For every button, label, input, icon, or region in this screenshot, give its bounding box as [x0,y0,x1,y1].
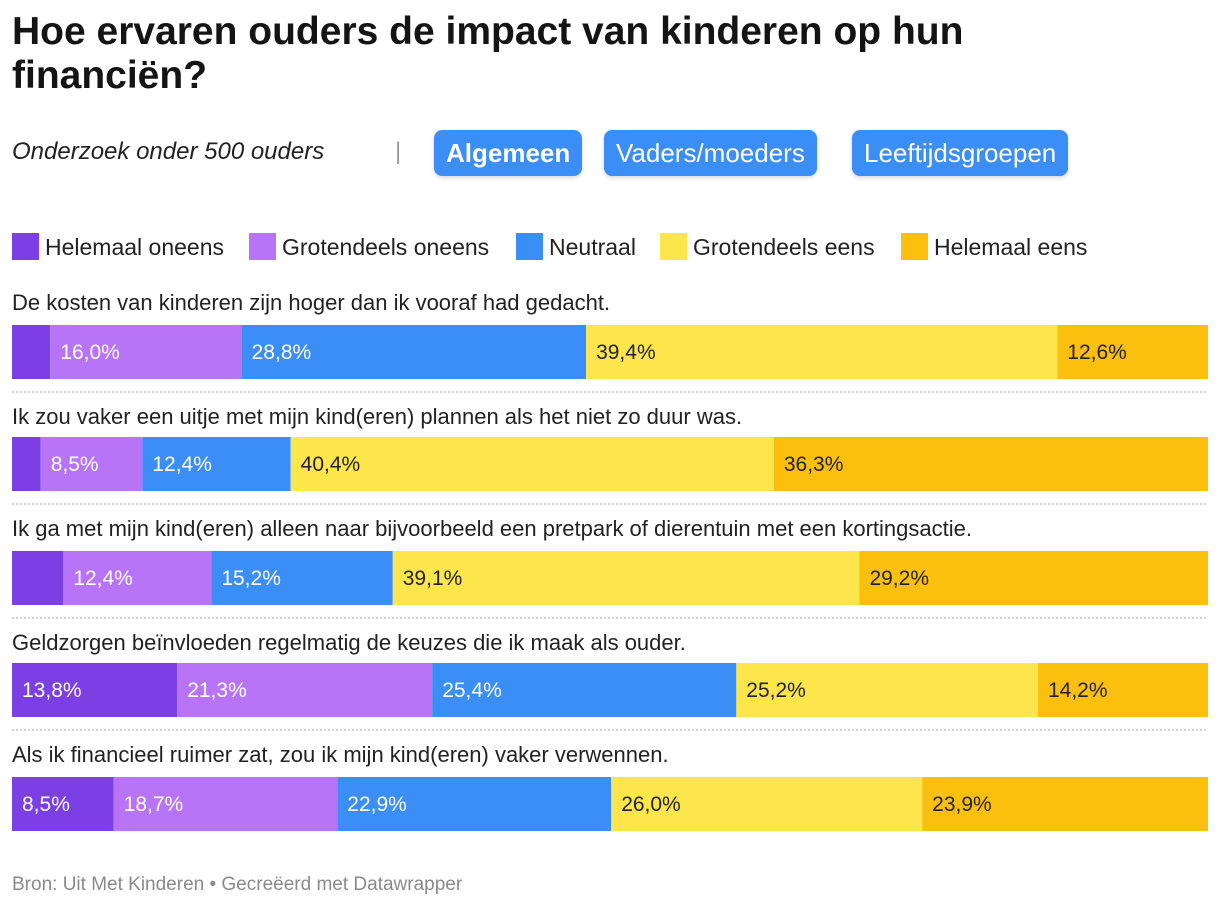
bar-segment-grotendeels-oneens [40,437,143,491]
source-footer: Bron: Uit Met Kinderen • Gecreëerd met D… [12,874,463,895]
data-label: 29,2% [869,567,929,590]
chart-title: Hoe ervaren ouders de impact van kindere… [12,10,964,97]
data-label: 12,6% [1067,341,1127,364]
data-label: 39,1% [403,567,463,590]
bar-segment-grotendeels-oneens [113,777,338,831]
question-label: Geldzorgen beïnvloeden regelmatig de keu… [12,630,686,655]
bar-segment-grotendeels-oneens [177,663,433,717]
data-label: 39,4% [596,341,656,364]
data-label: 26,0% [621,793,681,816]
question-label: Als ik financieel ruimer zat, zou ik mij… [12,742,669,767]
data-label: 22,9% [347,793,407,816]
bar-segment-helemaal-eens [1057,325,1208,379]
data-label: 12,4% [152,453,212,476]
question-label: De kosten van kinderen zijn hoger dan ik… [12,290,611,315]
subtitle-divider: | [395,138,402,165]
data-label: 18,7% [124,793,184,816]
legend-label: Neutraal [549,234,636,260]
legend-label: Grotendeels oneens [282,234,490,260]
legend-swatch [12,233,39,260]
bar-segment-grotendeels-eens [736,663,1038,717]
data-label: 25,2% [746,679,806,702]
bar-segment-grotendeels-eens [611,777,923,831]
bar-segment-neutraal [211,551,393,605]
bar-segment-grotendeels-eens [586,325,1058,379]
bar-segment-helemaal-oneens [12,325,51,379]
legend-label: Helemaal eens [934,234,1088,260]
data-label: 15,2% [221,567,281,590]
bar-segment-neutraal [241,325,587,379]
bar-segment-neutraal [337,777,612,831]
legend-swatch [901,233,928,260]
bar-segment-grotendeels-eens [290,437,774,491]
bar-segment-helemaal-eens [773,437,1208,491]
bar-segment-helemaal-eens [1037,663,1208,717]
bar-segment-helemaal-oneens [12,551,64,605]
data-label: 36,3% [784,453,844,476]
bar-segment-neutraal [142,437,291,491]
tab-algemeen[interactable]: Algemeen [434,130,583,176]
data-label: 21,3% [187,679,247,702]
question-label: Ik zou vaker een uitje met mijn kind(ere… [12,404,743,429]
bar-segment-helemaal-eens [922,777,1208,831]
legend-swatch [516,233,543,260]
bar-segment-grotendeels-oneens [50,325,242,379]
tab-leeftijdsgroepen[interactable]: Leeftijdsgroepen [852,130,1069,176]
data-label: 12,4% [73,567,133,590]
legend-label: Grotendeels eens [693,234,875,260]
legend-label: Helemaal oneens [45,234,225,260]
bar-segment-neutraal [432,663,737,717]
tab-vaders-moeders[interactable]: Vaders/moeders [604,130,817,176]
bar-segment-helemaal-oneens [12,777,114,831]
data-label: 14,2% [1048,679,1108,702]
data-label: 40,4% [301,453,361,476]
question-label: Ik ga met mijn kind(eren) alleen naar bi… [12,516,972,541]
data-label: 16,0% [60,341,120,364]
data-label: 8,5% [51,453,99,476]
bar-segment-grotendeels-eens [392,551,860,605]
legend-swatch [249,233,276,260]
data-label: 13,8% [22,679,82,702]
data-label: 23,9% [932,793,992,816]
bar-segment-grotendeels-oneens [63,551,212,605]
bar-segment-helemaal-eens [859,551,1208,605]
data-label: 28,8% [252,341,312,364]
data-label: 25,4% [442,679,502,702]
chart-subtitle: Onderzoek onder 500 ouders [12,138,325,165]
data-label: 8,5% [22,793,70,816]
bar-segment-helemaal-oneens [12,437,41,491]
legend: Helemaal oneens Grotendeels oneens Neutr… [12,232,1212,264]
bar-segment-helemaal-oneens [12,663,178,717]
subtitle-row: Onderzoek onder 500 ouders | Algemeen Va… [12,128,1212,176]
legend-swatch [660,233,687,260]
